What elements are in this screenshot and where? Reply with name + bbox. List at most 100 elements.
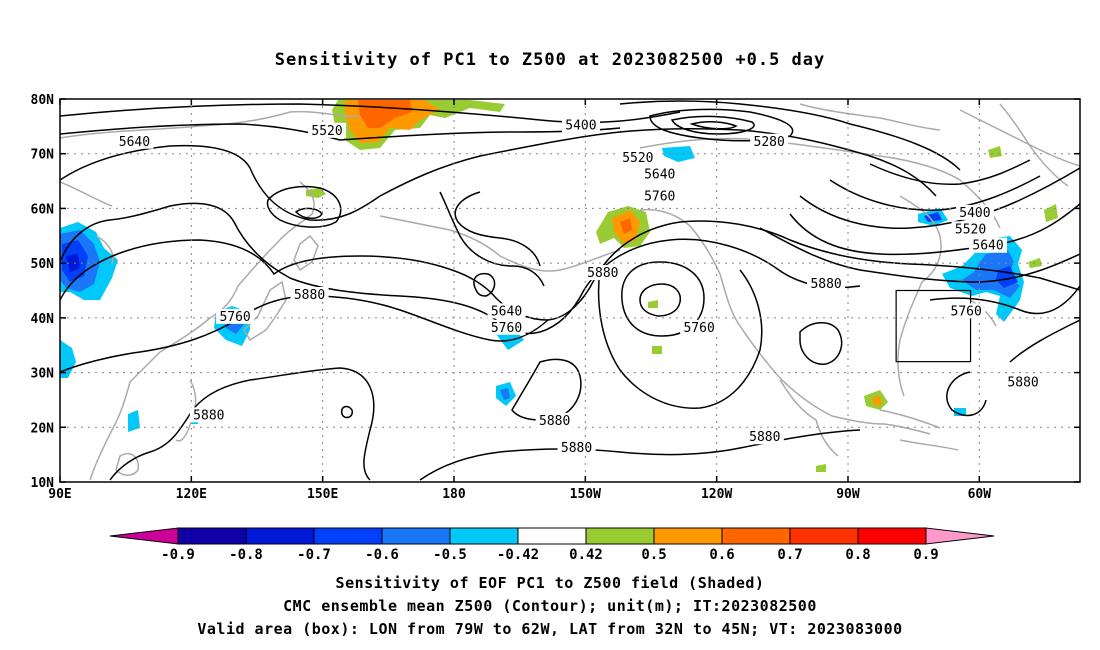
contour-label-bg — [680, 319, 719, 335]
colorbar-tick-label: -0.42 — [497, 547, 539, 563]
shade-patch — [128, 410, 140, 432]
contour-label: 5760 — [644, 189, 675, 204]
contour-label-bg — [487, 303, 526, 319]
shade-patch — [816, 464, 826, 472]
shade-patch — [924, 212, 942, 222]
coastline — [799, 103, 941, 131]
contour-label-bg — [745, 429, 784, 445]
colorbar-segment — [789, 527, 859, 545]
colorbar-tick-label: 0.6 — [709, 547, 734, 563]
contour-line — [829, 175, 1041, 211]
contour-line — [799, 322, 843, 365]
contour-line — [266, 185, 342, 228]
lat-label: 80N — [31, 93, 55, 108]
coastline — [897, 195, 942, 397]
contour-line — [454, 191, 541, 267]
coastline — [999, 103, 1069, 187]
contour-label: 5640 — [972, 239, 1003, 254]
contour-label: 5640 — [119, 135, 150, 150]
coastline — [959, 109, 1080, 167]
contour-line — [60, 202, 861, 335]
colorbar-tick-label: -0.7 — [297, 547, 331, 563]
contour-label: 5760 — [683, 321, 714, 336]
contour-line — [689, 121, 738, 130]
coastline — [115, 452, 139, 476]
contour-label-bg — [561, 117, 600, 133]
contour-line — [1009, 319, 1080, 363]
contour-label: 5400 — [565, 118, 596, 133]
contour-label-bg — [557, 440, 596, 456]
contour-label-bg — [216, 308, 255, 324]
z500-contours — [60, 100, 1080, 481]
lon-label: 90E — [48, 487, 71, 502]
colorbar-segment — [857, 527, 927, 545]
contour-label: 5760 — [951, 304, 982, 319]
shade-patch — [620, 218, 632, 234]
contour-label: 5760 — [219, 310, 250, 325]
contour-label: 5880 — [539, 414, 570, 429]
contour-label-bg — [290, 286, 329, 302]
contour-label-bg — [583, 265, 622, 281]
caption-line-1: Sensitivity of EOF PC1 to Z500 field (Sh… — [335, 574, 765, 592]
contour-line — [639, 283, 682, 317]
contour-line — [60, 220, 1080, 321]
coastline — [639, 137, 1001, 229]
shade-patch — [500, 388, 510, 400]
colorbar-tick-label: -0.5 — [433, 547, 467, 563]
contour-line — [60, 127, 937, 221]
colorbar-tick-label: -0.9 — [161, 547, 195, 563]
contour-label-bg — [807, 276, 846, 292]
contour-label-bg — [115, 133, 154, 149]
contour-label-bg — [947, 303, 986, 319]
contour-label: 5880 — [587, 266, 618, 281]
lon-label: 60W — [968, 487, 992, 502]
colorbar: -0.9 -0.8 -0.7 -0.6 -0.5 -0.42 0.42 0.5 0.6 0.7 0.… — [109, 527, 995, 563]
colorbar-tick-label: -0.8 — [229, 547, 263, 563]
coastline — [879, 409, 959, 451]
colorbar-tick-label: -0.6 — [365, 547, 399, 563]
coastline — [379, 215, 621, 272]
contour-label: 5400 — [959, 206, 990, 221]
contour-line — [946, 371, 987, 417]
coastline — [89, 181, 315, 481]
coastline — [639, 208, 931, 435]
colorbar-tick-label: 0.42 — [569, 547, 603, 563]
lat-label: 50N — [31, 257, 55, 272]
shade-patch — [60, 340, 76, 378]
lat-label: 20N — [31, 421, 55, 436]
contour-line — [649, 108, 794, 142]
plot-title: Sensitivity of PC1 to Z500 at 2023082500… — [274, 50, 826, 70]
shade-patch — [1044, 204, 1058, 222]
colorbar-segment — [653, 527, 723, 545]
contour-line — [60, 295, 549, 373]
contour-line — [60, 103, 681, 124]
shade-patch — [66, 254, 80, 272]
contour-line — [789, 203, 1080, 256]
contour-label: 5880 — [1007, 376, 1038, 391]
lon-label: 150W — [570, 487, 601, 502]
contour-line — [109, 367, 375, 481]
contour-line — [439, 191, 545, 287]
contour-label-bg — [750, 133, 789, 149]
shade-patch — [652, 346, 662, 354]
colorbar-tick-label: 0.8 — [845, 547, 870, 563]
contour-line — [929, 285, 1080, 315]
colorbar-segment — [449, 527, 519, 545]
lon-label: 150E — [307, 487, 338, 502]
caption-line-2: CMC ensemble mean Z500 (Contour); unit(m… — [283, 597, 817, 615]
lon-label: 90W — [836, 487, 860, 502]
contour-line — [473, 272, 496, 297]
contour-label-bg — [487, 319, 526, 335]
colorbar-segment — [925, 527, 995, 545]
shade-patch — [662, 146, 695, 162]
contour-line — [294, 207, 323, 219]
colorbar-segment — [585, 527, 655, 545]
lat-label: 60N — [31, 202, 55, 217]
colorbar-tick-label: 0.5 — [641, 547, 666, 563]
contour-label: 5640 — [644, 168, 675, 183]
colorbar-segment — [245, 527, 315, 545]
colorbar-tick-label: 0.9 — [913, 547, 938, 563]
